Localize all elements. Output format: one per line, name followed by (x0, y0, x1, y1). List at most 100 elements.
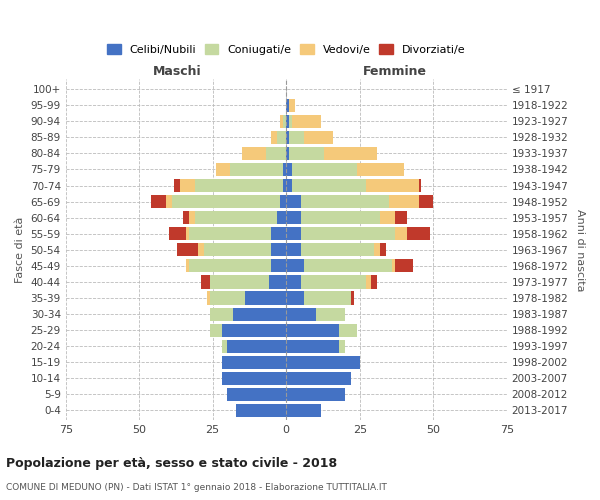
Bar (395, 227, 407, 240)
Bar (389, 195, 419, 208)
Bar (271, 131, 277, 144)
Bar (277, 211, 286, 224)
Bar (286, 372, 351, 385)
Bar (419, 179, 421, 192)
Bar (292, 163, 357, 176)
Bar (301, 276, 365, 288)
Bar (242, 147, 266, 160)
Bar (201, 276, 210, 288)
Bar (380, 243, 386, 256)
Bar (286, 147, 289, 160)
Bar (286, 308, 316, 320)
Bar (286, 195, 301, 208)
Bar (207, 292, 210, 304)
Bar (195, 179, 283, 192)
Bar (286, 404, 322, 417)
Bar (357, 163, 404, 176)
Bar (286, 356, 360, 369)
Bar (289, 131, 304, 144)
Bar (325, 147, 377, 160)
Y-axis label: Anni di nascita: Anni di nascita (575, 208, 585, 291)
Bar (269, 276, 286, 288)
Bar (233, 308, 286, 320)
Bar (392, 260, 395, 272)
Bar (289, 98, 295, 112)
Bar (339, 340, 345, 353)
Bar (277, 131, 286, 144)
Bar (289, 114, 292, 128)
Bar (221, 356, 286, 369)
Bar (286, 163, 292, 176)
Bar (286, 131, 289, 144)
Bar (286, 388, 345, 401)
Bar (204, 243, 271, 256)
Bar (183, 211, 189, 224)
Bar (266, 147, 286, 160)
Bar (221, 372, 286, 385)
Bar (221, 340, 227, 353)
Bar (175, 179, 181, 192)
Bar (286, 211, 301, 224)
Bar (189, 211, 195, 224)
Legend: Celibi/Nubili, Coniugati/e, Vedovi/e, Divorziati/e: Celibi/Nubili, Coniugati/e, Vedovi/e, Di… (104, 41, 469, 58)
Bar (365, 179, 419, 192)
Bar (304, 292, 351, 304)
Bar (198, 243, 204, 256)
Bar (186, 227, 189, 240)
Bar (280, 114, 283, 128)
Bar (172, 195, 280, 208)
Bar (236, 404, 286, 417)
Bar (301, 243, 374, 256)
Bar (292, 114, 322, 128)
Text: COMUNE DI MEDUNO (PN) - Dati ISTAT 1° gennaio 2018 - Elaborazione TUTTITALIA.IT: COMUNE DI MEDUNO (PN) - Dati ISTAT 1° ge… (6, 482, 387, 492)
Text: Femmine: Femmine (363, 65, 427, 78)
Bar (151, 195, 166, 208)
Bar (380, 211, 395, 224)
Bar (374, 243, 380, 256)
Text: Popolazione per età, sesso e stato civile - 2018: Popolazione per età, sesso e stato civil… (6, 458, 337, 470)
Bar (215, 163, 230, 176)
Bar (210, 324, 221, 336)
Bar (301, 227, 395, 240)
Bar (245, 292, 286, 304)
Bar (186, 260, 189, 272)
Bar (189, 227, 271, 240)
Bar (286, 324, 339, 336)
Bar (283, 114, 286, 128)
Bar (169, 227, 186, 240)
Bar (221, 324, 286, 336)
Bar (339, 324, 357, 336)
Bar (210, 308, 233, 320)
Bar (289, 147, 325, 160)
Bar (286, 98, 289, 112)
Bar (286, 260, 304, 272)
Bar (395, 260, 413, 272)
Bar (365, 276, 371, 288)
Bar (271, 227, 286, 240)
Text: Maschi: Maschi (153, 65, 202, 78)
Bar (283, 179, 286, 192)
Bar (195, 211, 277, 224)
Bar (227, 340, 286, 353)
Bar (181, 179, 195, 192)
Bar (301, 195, 389, 208)
Bar (230, 163, 283, 176)
Bar (395, 211, 407, 224)
Y-axis label: Fasce di età: Fasce di età (15, 216, 25, 283)
Bar (407, 227, 430, 240)
Bar (286, 340, 339, 353)
Bar (271, 260, 286, 272)
Bar (351, 292, 354, 304)
Bar (227, 388, 286, 401)
Bar (210, 292, 245, 304)
Bar (304, 260, 392, 272)
Bar (292, 179, 365, 192)
Bar (419, 195, 433, 208)
Bar (286, 243, 301, 256)
Bar (210, 276, 269, 288)
Bar (280, 195, 286, 208)
Bar (316, 308, 345, 320)
Bar (286, 276, 301, 288)
Bar (286, 179, 292, 192)
Bar (286, 227, 301, 240)
